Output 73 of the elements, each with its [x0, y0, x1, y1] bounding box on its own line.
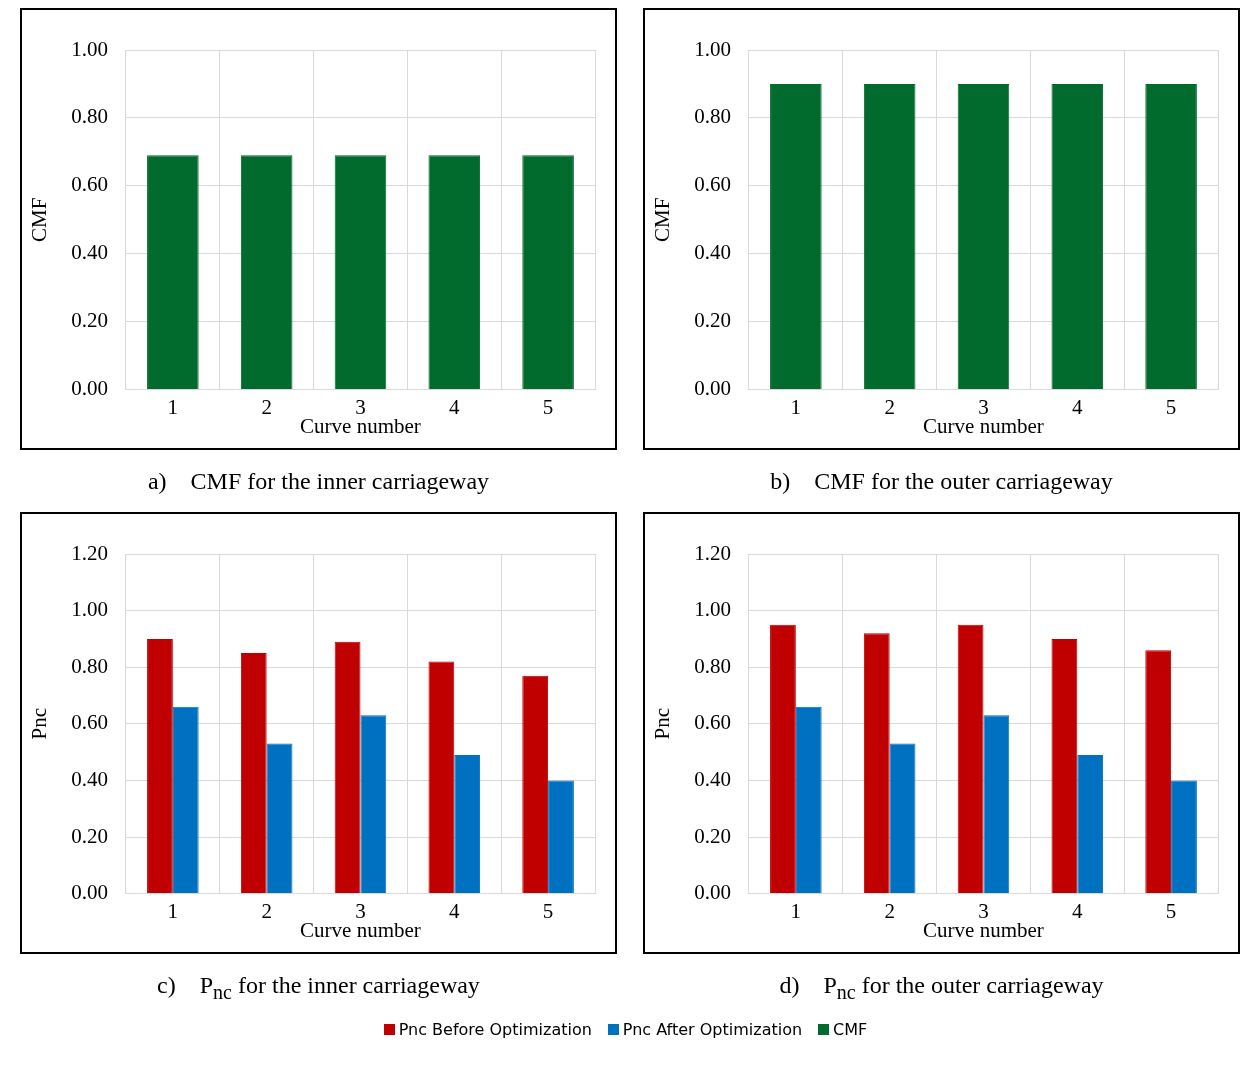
y-tick-label: 0.60	[694, 710, 731, 735]
legend-label: CMF	[833, 1020, 868, 1039]
bar	[266, 743, 293, 894]
bar	[863, 633, 890, 894]
legend-label: Pnc Before Optimization	[398, 1020, 592, 1039]
x-tick-label: 1	[167, 898, 179, 923]
y-tick-label: 0.40	[694, 766, 731, 791]
y-tick-label: 0.60	[694, 172, 731, 197]
y-axis-title: Pnc	[650, 708, 675, 740]
y-tick-label: 0.40	[694, 240, 731, 265]
y-axis-title: CMF	[27, 197, 52, 242]
y-tick-label: 1.00	[71, 36, 108, 61]
bar	[334, 641, 361, 894]
text: d) P$_{nc}$ for the outer carriageway	[778, 971, 1105, 1005]
y-tick-label: 0.00	[71, 880, 108, 905]
y-tick-label: 0.80	[694, 104, 731, 129]
bar	[522, 675, 549, 894]
y-tick-label: 0.20	[694, 308, 731, 333]
y-tick-label: 0.20	[694, 823, 731, 848]
x-tick-label: 2	[884, 898, 895, 923]
x-tick-label: 2	[884, 394, 895, 419]
bar	[889, 743, 916, 894]
x-tick-label: 4	[449, 898, 461, 923]
bar	[240, 653, 267, 894]
x-tick-label: 1	[167, 394, 179, 419]
x-tick-label: 2	[261, 394, 272, 419]
y-tick-label: 0.20	[71, 823, 108, 848]
y-tick-label: 1.20	[71, 540, 108, 565]
y-axis-title: CMF	[650, 197, 675, 242]
bar	[1171, 780, 1197, 894]
y-tick-label: 0.80	[694, 653, 731, 678]
bar	[983, 715, 1010, 894]
text: c) P$_{nc}$ for the inner carriageway	[156, 971, 481, 1005]
bar	[1051, 638, 1078, 894]
bar	[172, 706, 199, 894]
bar	[428, 661, 455, 894]
y-tick-label: 1.00	[694, 36, 731, 61]
x-tick-label: 4	[1072, 394, 1084, 419]
bar	[1145, 650, 1172, 894]
y-tick-label: 0.80	[71, 104, 108, 129]
y-tick-label: 0.20	[71, 308, 108, 333]
x-tick-label: 4	[1072, 898, 1084, 923]
bar	[795, 706, 822, 894]
x-tick-label: 4	[449, 394, 461, 419]
bar	[147, 638, 173, 894]
bar	[770, 624, 796, 894]
y-tick-label: 0.80	[71, 653, 108, 678]
y-tick-label: 0.00	[694, 880, 731, 905]
x-tick-label: 5	[542, 394, 554, 419]
bar	[548, 780, 574, 894]
y-tick-label: 0.60	[71, 710, 108, 735]
x-tick-label: 1	[790, 898, 802, 923]
bar	[957, 624, 984, 894]
text: b) CMF for the outer carriageway	[769, 467, 1114, 496]
bar	[360, 715, 387, 894]
y-tick-label: 1.00	[71, 597, 108, 622]
y-tick-label: 0.00	[71, 376, 108, 401]
y-axis-title: Pnc	[27, 708, 52, 740]
x-tick-label: 5	[1165, 898, 1177, 923]
x-tick-label: 5	[542, 898, 554, 923]
x-tick-label: 5	[1165, 394, 1177, 419]
y-tick-label: 1.00	[694, 597, 731, 622]
bar	[454, 754, 481, 894]
y-tick-label: 0.00	[694, 376, 731, 401]
legend-label: Pnc After Optimization	[622, 1020, 803, 1039]
y-tick-label: 0.60	[71, 172, 108, 197]
y-tick-label: 0.40	[71, 766, 108, 791]
bar	[1077, 754, 1104, 894]
text: a) CMF for the inner carriageway	[146, 467, 491, 496]
y-tick-label: 1.20	[694, 540, 731, 565]
x-tick-label: 2	[261, 898, 272, 923]
x-tick-label: 1	[790, 394, 802, 419]
y-tick-label: 0.40	[71, 240, 108, 265]
